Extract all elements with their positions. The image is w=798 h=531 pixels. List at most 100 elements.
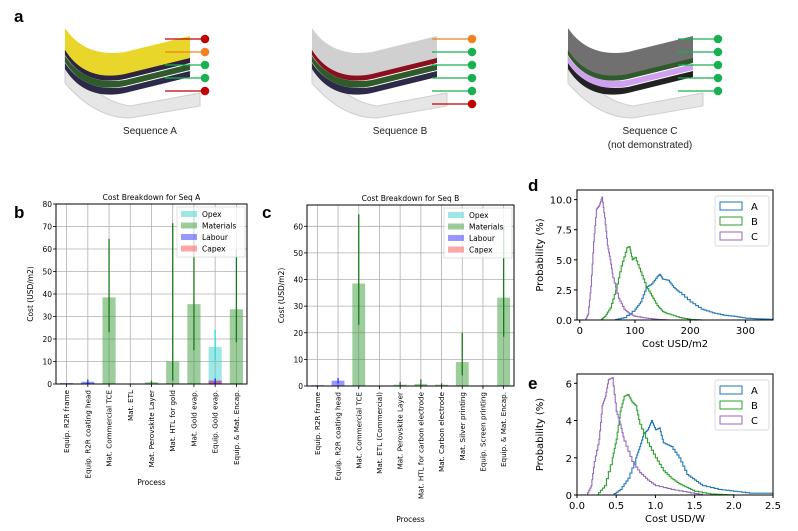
x-tick-label: Equip. R2R frame (313, 391, 322, 455)
layer-marker-dot (713, 86, 723, 96)
y-tick-label: 60 (42, 245, 52, 254)
sequence-c-label: Sequence C (622, 126, 678, 137)
layer-marker-dot (467, 47, 477, 57)
histogram-a (577, 419, 774, 496)
y-tick-label: 10 (293, 355, 303, 364)
y-tick-label: 2.5 (556, 286, 572, 297)
legend-label-b: B (751, 217, 758, 228)
layer-marker-dot (467, 99, 477, 109)
y-tick-label: 60 (293, 222, 303, 231)
plot-frame (576, 189, 774, 321)
legend-swatch-opex (448, 212, 464, 218)
histogram-c (577, 196, 773, 321)
film-layer (65, 63, 190, 95)
layer-marker-dot (467, 86, 477, 96)
panel-letter-c: c (262, 203, 272, 222)
x-tick-label: Mat. ETL (Commercial) (375, 392, 384, 474)
x-tick-label: Equip. & Mat. Encap. (499, 392, 508, 467)
y-tick-label: 7.5 (556, 226, 572, 237)
film-layer (568, 28, 693, 76)
legend-label-a: A (751, 386, 758, 397)
x-tick-label: Mat. Commercial TCE (105, 390, 114, 467)
layer-marker-dot (467, 34, 477, 44)
legend-swatch-materials (181, 222, 197, 229)
bar-materials (229, 309, 243, 384)
sequence-b-label: Sequence B (372, 126, 428, 137)
legend-swatch-c (719, 415, 743, 425)
legend-label-capex: Capex (202, 245, 226, 254)
sequence-c-stack (567, 28, 723, 119)
y-tick-label: 20 (293, 329, 303, 338)
x-tick-label: Mat. HTL for carbon electrode (416, 391, 425, 499)
bar-materials (497, 297, 511, 386)
y-tick-label: 5.0 (556, 256, 572, 267)
plot-frame (306, 204, 515, 387)
film-layer (568, 63, 693, 95)
legend-label-labour: Labour (202, 233, 229, 242)
film-layer (65, 28, 190, 76)
chart-title: Cost Breakdown for Seq A (103, 193, 202, 202)
panel-letter-d: d (528, 176, 539, 195)
y-tick-label: 0 (566, 491, 572, 502)
x-axis-label: Cost USD/W (645, 514, 705, 525)
x-tick-label: Equip. R2R frame (62, 389, 71, 453)
histogram-c (577, 377, 773, 496)
y-tick-label: 6 (566, 379, 572, 390)
y-tick-label: 30 (42, 313, 52, 322)
layer-marker-dot (200, 47, 210, 57)
chart-e: 0 2 4 6 0.0 0.5 1.0 1.5 2.0 2.5 Cost USD/W Probabil… (535, 373, 781, 525)
legend-swatch-a (719, 201, 743, 211)
x-tick-label: Equip. & Mat. Encap. (232, 390, 241, 465)
legend-swatch-a (719, 385, 743, 395)
legend-swatch-materials (448, 223, 464, 230)
layer-marker-dot (200, 60, 210, 70)
x-tick-label: 200 (681, 326, 700, 337)
film-layer (568, 56, 693, 88)
x-tick-label: Mat. HTL for gold (168, 390, 177, 452)
legend-swatch-opex (181, 211, 197, 217)
y-tick-label: 0 (298, 382, 303, 391)
histogram-b (577, 246, 773, 321)
legend-swatch-b (719, 216, 743, 226)
y-tick-label: 40 (293, 276, 303, 285)
y-tick-label: 10 (42, 358, 52, 367)
chart-c: 0 10 20 30 40 50 60 Equip. R2R frame Equip. R2R … (277, 194, 515, 524)
x-tick-label: 1.0 (647, 501, 663, 512)
chart-d: 0.0 2.5 5.0 7.5 10.0 0 100 200 300 Cost USD/m2 Pro… (535, 189, 774, 350)
sequence-a-stack (64, 28, 210, 119)
x-tick-label: Mat. Perovskite Layer (396, 392, 405, 469)
x-tick-label: 2.5 (765, 501, 781, 512)
y-axis-label: Probability (%) (535, 218, 546, 291)
x-tick-label: Mat. Gold evap. (189, 390, 198, 447)
legend-swatch-capex (448, 246, 464, 253)
x-tick-label: 0.5 (608, 501, 624, 512)
legend-label-b: B (751, 401, 758, 412)
panel-letter-e: e (528, 374, 538, 393)
layer-marker-dot (467, 60, 477, 70)
bar-materials (102, 297, 116, 384)
chart-title: Cost Breakdown for Seq B (362, 194, 460, 203)
y-tick-label: 0 (47, 380, 52, 389)
x-axis-label: Process (396, 515, 425, 524)
legend-label-c: C (751, 416, 758, 427)
x-tick-label: Equip. Gold evap. (211, 390, 220, 454)
layer-marker-dot (713, 47, 723, 57)
legend-label-opex: Opex (202, 210, 222, 219)
x-tick-label: 1.5 (687, 501, 703, 512)
histogram-b (577, 393, 773, 496)
legend-swatch-labour (448, 235, 464, 241)
layer-marker-dot (200, 34, 210, 44)
x-tick-label: Mat. Silver printing (458, 392, 467, 460)
panel-a-schematics (64, 28, 723, 119)
legend-label-materials: Materials (469, 223, 503, 232)
legend-label-a: A (751, 202, 758, 213)
layer-marker-dot (200, 86, 210, 96)
y-axis-label: Cost (USD/m2) (277, 268, 286, 324)
x-tick-label: 100 (625, 326, 644, 337)
x-tick-label: Equip. Screen printing (478, 392, 487, 472)
legend-label-c: C (751, 232, 758, 243)
x-tick-label: 300 (736, 326, 755, 337)
y-tick-label: 0.0 (556, 316, 572, 327)
legend-swatch-b (719, 400, 743, 410)
